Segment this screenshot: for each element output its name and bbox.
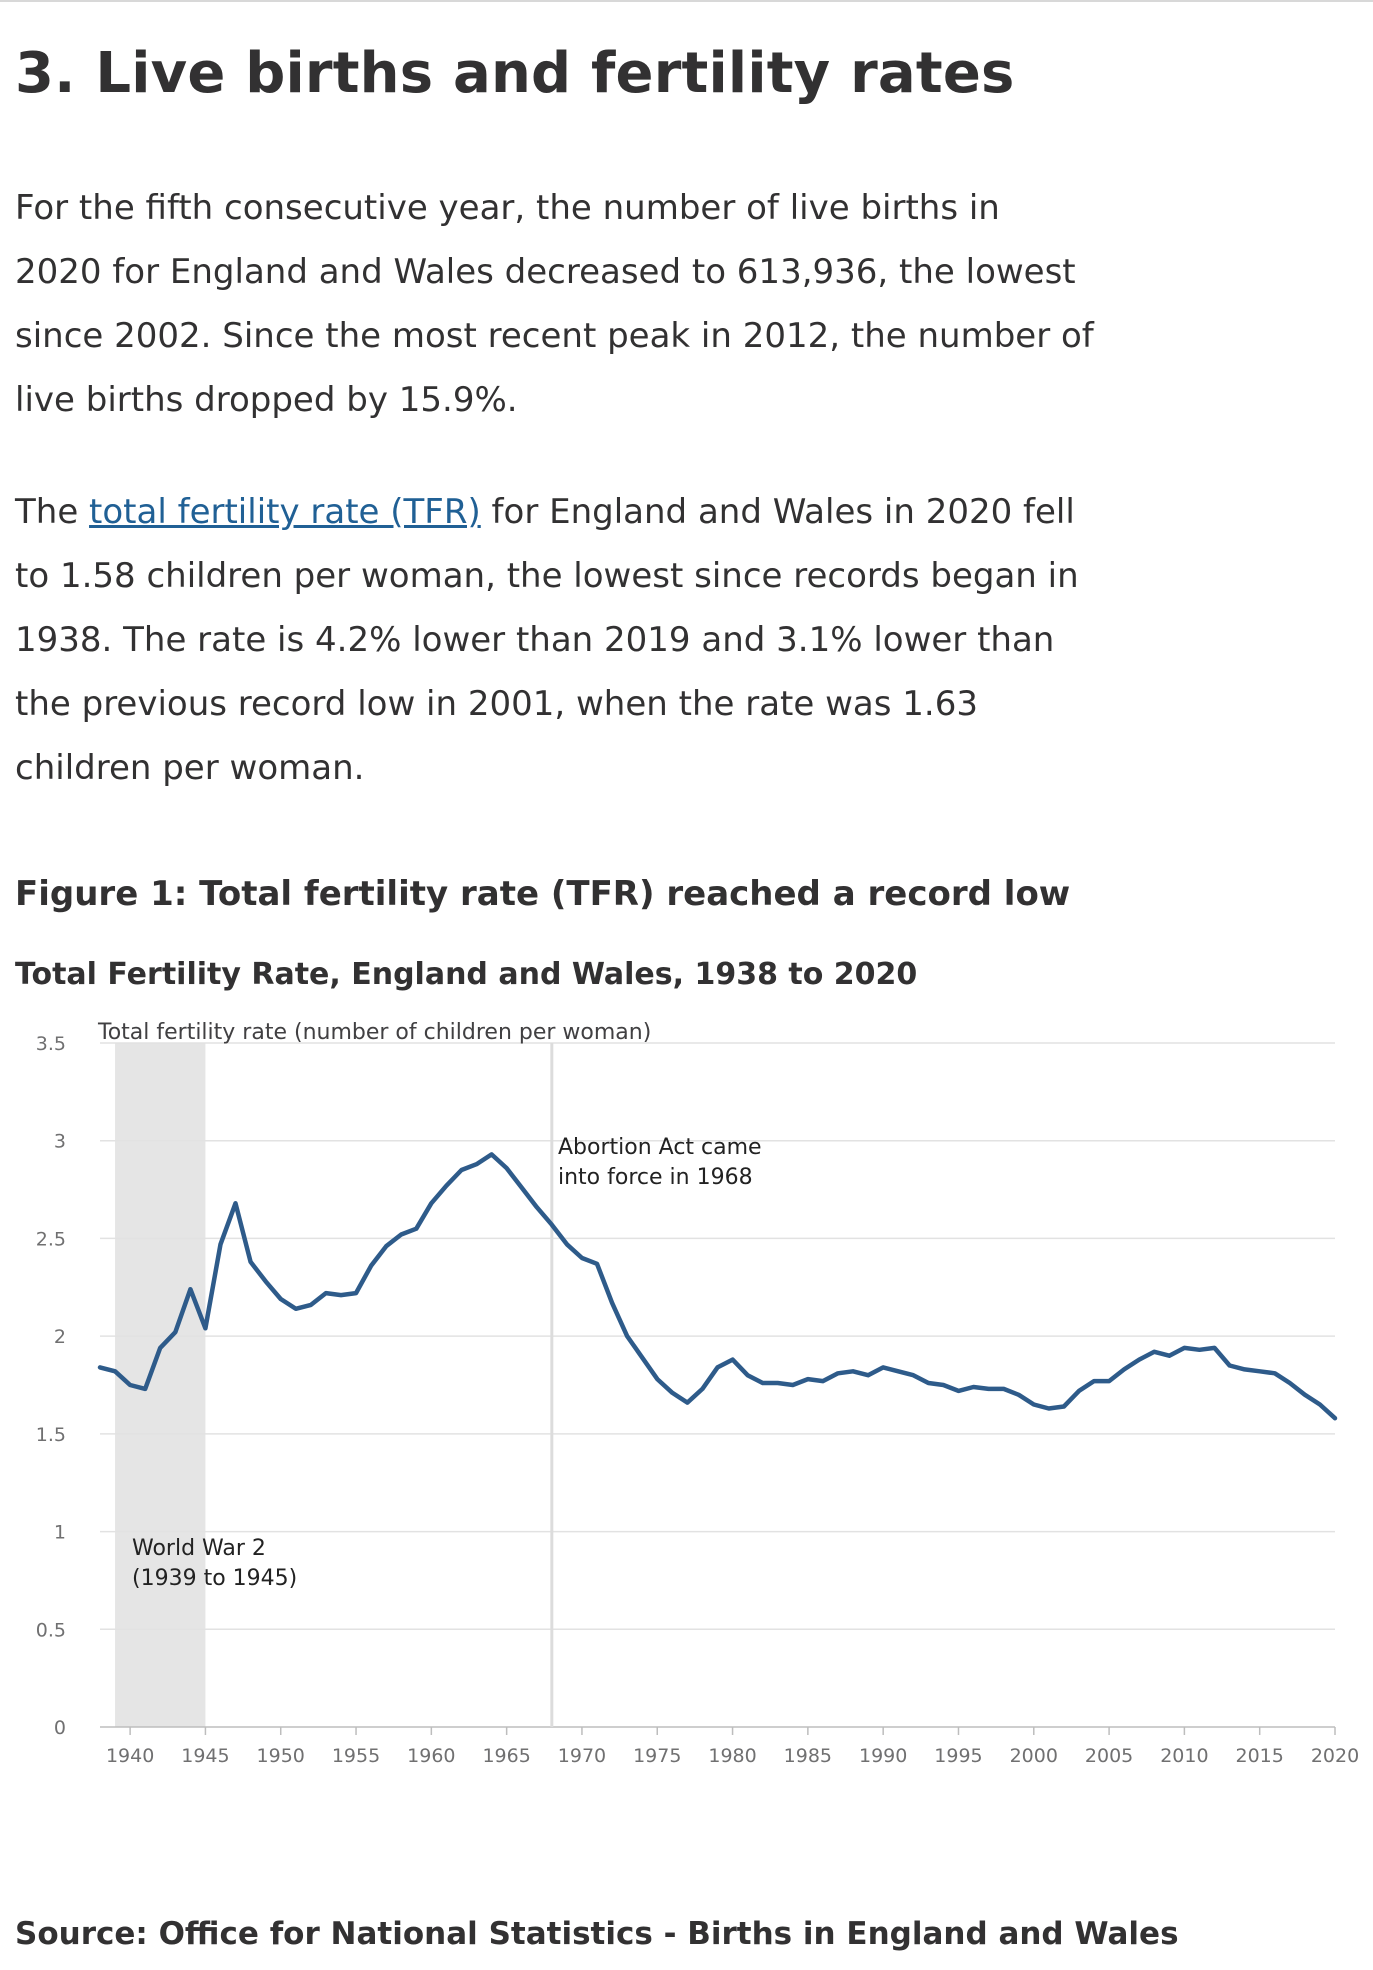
x-tick-label: 1970 xyxy=(558,1745,606,1767)
x-tick-label: 1995 xyxy=(934,1745,982,1767)
x-tick-label: 1955 xyxy=(332,1745,380,1767)
section-heading: 3. Live births and fertility rates xyxy=(15,41,1015,106)
abortion-act-annotation-line1: Abortion Act came xyxy=(558,1135,762,1160)
wwii-annotation-line2: (1939 to 1945) xyxy=(132,1566,297,1591)
y-axis-label: Total fertility rate (number of children… xyxy=(97,1020,651,1045)
x-tick-label: 2000 xyxy=(1010,1745,1058,1767)
x-tick-label: 1980 xyxy=(708,1745,756,1767)
x-tick-label: 2015 xyxy=(1236,1745,1284,1767)
y-tick-label: 0 xyxy=(54,1717,66,1739)
chart-title: Total Fertility Rate, England and Wales,… xyxy=(15,957,918,992)
x-tick-label: 1945 xyxy=(181,1745,229,1767)
wwii-annotation-line1: World War 2 xyxy=(132,1536,266,1561)
y-tick-label: 2 xyxy=(54,1326,66,1348)
x-tick-label: 1965 xyxy=(482,1745,530,1767)
x-tick-label: 1940 xyxy=(106,1745,154,1767)
paragraph-text-start: The xyxy=(15,492,90,532)
abortion-act-annotation-line2: into force in 1968 xyxy=(558,1165,753,1190)
x-tick-label: 1985 xyxy=(784,1745,832,1767)
y-tick-label: 0.5 xyxy=(36,1619,66,1641)
paragraph-live-births: For the fifth consecutive year, the numb… xyxy=(15,188,1094,420)
source-note: Source: Office for National Statistics -… xyxy=(15,1916,1179,1952)
paragraph-text-rest: for England and Wales in 2020 fell to 1.… xyxy=(15,492,1079,788)
y-tick-label: 1.5 xyxy=(36,1424,66,1446)
x-tick-label: 2020 xyxy=(1311,1745,1359,1767)
fertility-chart: 0 0.5 1 1.5 2 2.5 3 3.5 1940 1945 1950 1955 1960 196… xyxy=(36,1020,1359,1767)
y-tick-label: 2.5 xyxy=(36,1228,66,1250)
tfr-link[interactable]: total fertility rate (TFR) xyxy=(89,492,481,532)
x-tick-label: 1990 xyxy=(859,1745,907,1767)
x-tick-label: 1950 xyxy=(257,1745,305,1767)
x-tick-label: 1975 xyxy=(633,1745,681,1767)
y-tick-label: 1 xyxy=(54,1522,66,1544)
x-tick-label: 1960 xyxy=(407,1745,455,1767)
y-tick-label: 3.5 xyxy=(36,1033,66,1055)
x-tick-label: 2005 xyxy=(1085,1745,1133,1767)
paragraph-fertility-rate: The total fertility rate (TFR) for Engla… xyxy=(15,480,1095,800)
y-tick-label: 3 xyxy=(54,1131,66,1153)
top-divider xyxy=(0,0,1373,2)
figure-title: Figure 1: Total fertility rate (TFR) rea… xyxy=(15,874,1071,914)
tfr-series-line xyxy=(97,1152,1338,1421)
x-tick-label: 2010 xyxy=(1160,1745,1208,1767)
